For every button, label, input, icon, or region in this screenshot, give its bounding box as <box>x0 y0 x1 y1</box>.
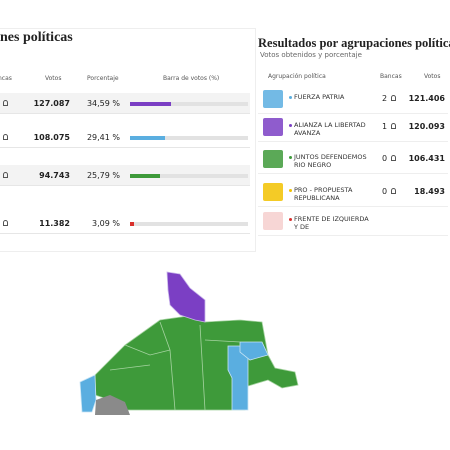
row-line <box>258 235 448 236</box>
row-line <box>258 113 448 114</box>
seats: 0 <box>382 187 388 196</box>
column-header: Bancas <box>380 73 402 80</box>
party-name: JUNTOS DEFENDEMOS RIO NEGRO <box>294 153 367 169</box>
map-region <box>79 374 97 413</box>
party-logo <box>263 90 283 108</box>
left-card <box>0 28 256 252</box>
party-bullet <box>289 156 292 159</box>
party-logo <box>263 118 283 136</box>
votes: 121.406 <box>408 94 445 103</box>
row-bg <box>0 165 250 186</box>
seat-icon <box>391 155 396 161</box>
party-bullet <box>289 124 292 127</box>
votes: 108.075 <box>33 133 70 142</box>
bar <box>130 174 161 178</box>
party-bullet <box>289 218 292 221</box>
party-bullet <box>289 96 292 99</box>
bar <box>130 102 171 106</box>
party-name: ALIANZA LA LIBERTAD AVANZA <box>294 121 366 137</box>
map-border <box>109 321 241 411</box>
party-logo <box>263 212 283 230</box>
row-line <box>258 206 448 207</box>
seat-icon <box>391 188 396 194</box>
left-title: nes políticas <box>0 30 73 45</box>
map <box>79 271 299 415</box>
percent: 3,09 % <box>92 219 120 228</box>
votes: 106.431 <box>408 154 445 163</box>
seat-icon <box>391 123 396 129</box>
seat-icon <box>3 134 8 140</box>
row-line <box>258 173 448 174</box>
map-region <box>166 271 206 323</box>
column-header: Porcentaje <box>87 75 119 82</box>
seat-icon <box>3 220 8 226</box>
column-header: Barra de votos (%) <box>163 75 220 82</box>
party-name: PRO - PROPUESTA REPUBLICANA <box>294 186 353 202</box>
map-region <box>239 341 269 361</box>
percent: 34,59 % <box>86 99 120 108</box>
seats: 0 <box>382 154 388 163</box>
right-title: Resultados por agrupaciones políticas <box>258 36 450 50</box>
column-header: Agrupación política <box>268 73 326 80</box>
party-bullet <box>289 189 292 192</box>
percent: 25,79 % <box>86 171 120 180</box>
seats: 2 <box>382 94 388 103</box>
votes: 127.087 <box>33 99 70 108</box>
seat-icon <box>391 95 396 101</box>
seat-icon <box>3 172 8 178</box>
bar <box>130 222 134 226</box>
column-header: Votos <box>45 75 62 82</box>
seat-icon <box>3 100 8 106</box>
bar-track <box>130 102 248 106</box>
row-bg <box>0 127 250 148</box>
column-header: ncas <box>0 75 12 82</box>
bar-track <box>130 174 248 178</box>
row-bg <box>0 213 250 234</box>
right-subtitle: Votos obtenidos y porcentaje <box>260 51 362 59</box>
column-header: Votos <box>424 73 441 80</box>
party-logo <box>263 150 283 168</box>
seats: 1 <box>382 122 388 131</box>
bar-track <box>130 136 248 140</box>
bar-track <box>130 222 248 226</box>
party-name: FRENTE DE IZQUIERDA Y DE <box>294 215 369 231</box>
votes: 18.493 <box>414 187 445 196</box>
map-region <box>95 395 130 415</box>
party-logo <box>263 183 283 201</box>
percent: 29,41 % <box>86 133 120 142</box>
votes: 94.743 <box>39 171 70 180</box>
party-name: FUERZA PATRIA <box>294 93 345 101</box>
map-region <box>94 314 299 411</box>
bar <box>130 136 165 140</box>
votes: 120.093 <box>408 122 445 131</box>
row-bg <box>0 93 250 114</box>
row-line <box>258 141 448 142</box>
votes: 11.382 <box>39 219 70 228</box>
